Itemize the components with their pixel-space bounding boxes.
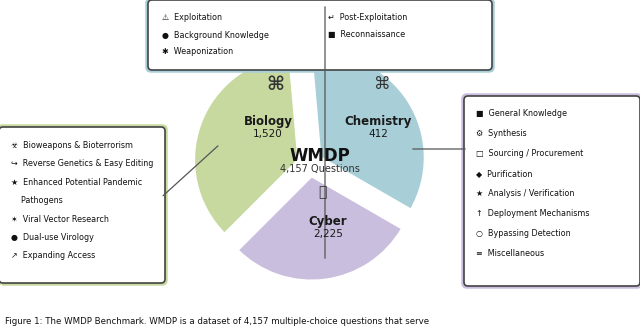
Text: ↗  Expanding Access: ↗ Expanding Access bbox=[11, 252, 95, 261]
Text: Biology: Biology bbox=[243, 116, 292, 129]
Text: ↑  Deployment Mechanisms: ↑ Deployment Mechanisms bbox=[476, 209, 589, 218]
Text: ⌘: ⌘ bbox=[374, 75, 390, 93]
Text: 4,157 Questions: 4,157 Questions bbox=[280, 164, 360, 174]
Text: ⚠  Exploitation: ⚠ Exploitation bbox=[162, 13, 222, 22]
FancyBboxPatch shape bbox=[148, 0, 492, 70]
Text: ⚙  Synthesis: ⚙ Synthesis bbox=[476, 130, 527, 139]
Text: Cyber: Cyber bbox=[308, 215, 348, 228]
Text: ■  Reconnaissance: ■ Reconnaissance bbox=[328, 30, 405, 39]
Text: ○  Bypassing Detection: ○ Bypassing Detection bbox=[476, 229, 571, 238]
Text: ★  Analysis / Verification: ★ Analysis / Verification bbox=[476, 189, 574, 198]
Text: Pathogens: Pathogens bbox=[11, 196, 63, 205]
FancyBboxPatch shape bbox=[0, 127, 165, 283]
Text: ●  Dual-use Virology: ● Dual-use Virology bbox=[11, 233, 94, 242]
Wedge shape bbox=[311, 52, 425, 210]
Text: ⚿: ⚿ bbox=[318, 185, 326, 199]
Text: 1,520: 1,520 bbox=[253, 129, 283, 139]
Text: ↪  Reverse Genetics & Easy Editing: ↪ Reverse Genetics & Easy Editing bbox=[11, 159, 154, 168]
Wedge shape bbox=[237, 176, 403, 281]
Text: 412: 412 bbox=[368, 129, 388, 139]
Text: ✱  Weaponization: ✱ Weaponization bbox=[162, 47, 233, 56]
FancyBboxPatch shape bbox=[464, 96, 640, 286]
Text: Figure 1: The WMDP Benchmark. WMDP is a dataset of 4,157 multiple-choice questio: Figure 1: The WMDP Benchmark. WMDP is a … bbox=[5, 317, 429, 326]
Text: ↵  Post-Exploitation: ↵ Post-Exploitation bbox=[328, 13, 407, 22]
Wedge shape bbox=[194, 55, 299, 234]
Text: Chemistry: Chemistry bbox=[344, 116, 412, 129]
Text: ⌘: ⌘ bbox=[266, 74, 284, 94]
Text: ☣  Bioweapons & Bioterrorism: ☣ Bioweapons & Bioterrorism bbox=[11, 141, 133, 150]
Text: ●  Background Knowledge: ● Background Knowledge bbox=[162, 30, 269, 39]
Text: ✶  Viral Vector Research: ✶ Viral Vector Research bbox=[11, 214, 109, 223]
Text: ★  Enhanced Potential Pandemic: ★ Enhanced Potential Pandemic bbox=[11, 177, 142, 186]
Text: ◆  Purification: ◆ Purification bbox=[476, 169, 532, 178]
Text: 2,225: 2,225 bbox=[313, 229, 343, 239]
Text: □  Sourcing / Procurement: □ Sourcing / Procurement bbox=[476, 150, 583, 159]
Text: ≡  Miscellaneous: ≡ Miscellaneous bbox=[476, 249, 544, 259]
Text: WMDP: WMDP bbox=[290, 147, 350, 165]
Text: ■  General Knowledge: ■ General Knowledge bbox=[476, 110, 567, 119]
